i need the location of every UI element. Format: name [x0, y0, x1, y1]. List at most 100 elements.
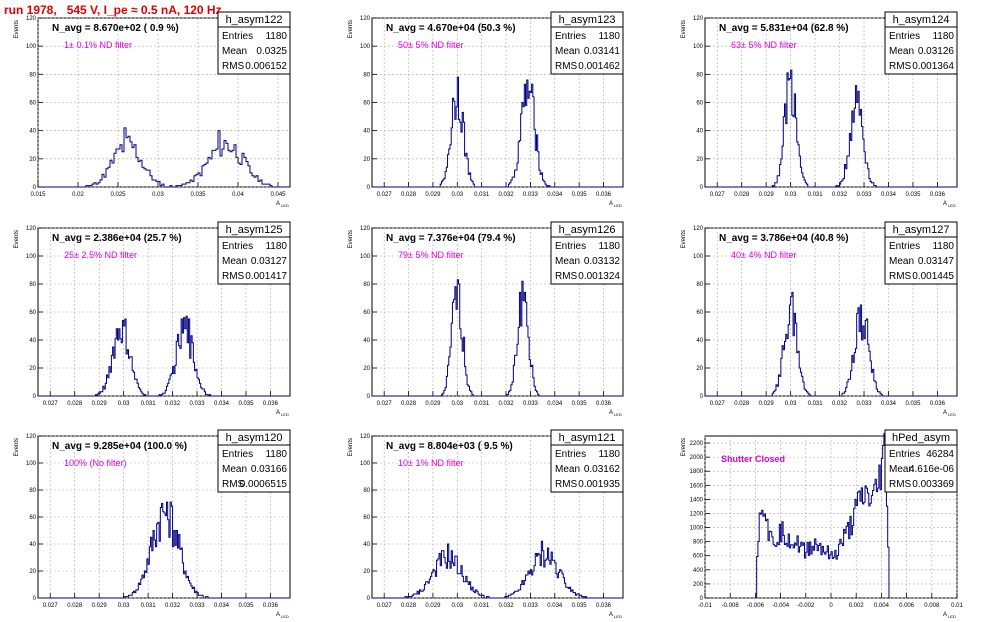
stats-label: RMS [889, 479, 912, 490]
filter-annotation: Shutter Closed [721, 454, 785, 464]
x-tick-label: 0.03 [785, 401, 797, 407]
stats-label: RMS [889, 61, 912, 72]
stats-value: 0.03141 [584, 46, 621, 57]
x-tick-label: 0.008 [924, 603, 940, 609]
x-tick-label: -0.004 [772, 603, 790, 609]
x-tick-label: 0.034 [214, 603, 230, 609]
histogram-line-h_asym121 [372, 540, 623, 599]
x-tick-label: 0.028 [734, 192, 750, 198]
x-axis-sub-label: LED [281, 614, 289, 619]
x-tick-label: 0.028 [734, 401, 750, 407]
x-axis-label: A [276, 201, 280, 207]
x-tick-label: 0.036 [930, 192, 946, 198]
y-tick-label: 100 [360, 461, 371, 467]
y-tick-label: 40 [29, 129, 36, 135]
y-tick-label: 80 [29, 72, 36, 78]
y-axis-label: Events [14, 438, 20, 456]
y-tick-label: 1400 [690, 497, 704, 503]
x-tick-label: 0.027 [710, 192, 726, 198]
histogram-line-h_asym122 [38, 127, 290, 188]
stats-value: 0.001324 [578, 271, 620, 282]
y-tick-label: 20 [29, 569, 36, 575]
x-tick-label: 0.03 [118, 603, 130, 609]
histogram-panel-h_asym121: 0.027 0.028 0.029 0.03 0.031 0.032 0.033 0.034 0… [348, 429, 624, 619]
stats-box [550, 429, 624, 493]
x-tick-label: 0.031 [474, 192, 490, 198]
x-tick-label: 0.035 [572, 401, 588, 407]
y-tick-label: 120 [26, 16, 37, 22]
histogram-panel-h_asym122: 0.015 0.02 0.025 0.03 0.035 0.04 0.045 0 20 40 60 8… [14, 11, 291, 208]
x-tick-label: 0.02 [72, 192, 84, 198]
stats-value: 0.001445 [912, 271, 954, 282]
y-tick-label: 100 [693, 44, 704, 50]
x-tick-label: 0.034 [547, 192, 563, 198]
x-tick-label: 0.032 [832, 192, 848, 198]
stats-value: 0.03162 [584, 464, 621, 475]
histogram-panel-h_asym125: 0.027 0.028 0.029 0.03 0.031 0.032 0.033 0.034 0… [14, 221, 291, 417]
x-tick-label: 0.028 [401, 401, 417, 407]
y-tick-label: 60 [696, 310, 703, 316]
y-tick-label: 0 [367, 596, 371, 602]
histogram-line-h_asym120 [38, 501, 290, 599]
stats-value: 1180 [265, 31, 287, 42]
stats-value: 1180 [598, 449, 620, 460]
x-axis-label: A [276, 612, 280, 618]
x-tick-label: 0.031 [808, 192, 824, 198]
x-tick-label: 0.032 [499, 603, 515, 609]
stats-title: h_asym120 [226, 432, 283, 444]
stats-value: 0.001462 [578, 61, 620, 72]
y-tick-label: 40 [696, 129, 703, 135]
stats-box [884, 429, 958, 493]
x-axis-label: A [609, 410, 613, 416]
histogram-panel-hPed_asym: -0.01 -0.008 -0.006 -0.004 -0.002 0 0.002 0.004… [681, 429, 963, 619]
y-axis-label: Events [681, 20, 687, 38]
y-axis-label: Events [14, 20, 20, 38]
x-axis-label: A [943, 410, 947, 416]
n-avg-annotation: N_avg = 5.831e+04 (62.8 %) [719, 23, 849, 34]
x-tick-label: 0 [829, 603, 833, 609]
x-axis-sub-label: LED [948, 412, 956, 417]
y-axis-label: Events [14, 230, 20, 248]
y-tick-label: 400 [693, 568, 704, 574]
stats-box [884, 11, 958, 75]
n-avg-annotation: N_avg = 8.804e+03 ( 9.5 %) [386, 441, 513, 452]
y-tick-label: 20 [363, 157, 370, 163]
y-tick-label: 20 [29, 366, 36, 372]
x-tick-label: 0.031 [141, 401, 157, 407]
filter-annotation: 50± 5% ND filter [398, 40, 463, 50]
filter-annotation: 10± 1% ND filter [398, 458, 463, 468]
stats-label: Mean [222, 256, 247, 267]
x-tick-label: 0.033 [523, 192, 539, 198]
x-axis-label: A [609, 201, 613, 207]
stats-label: Entries [555, 31, 586, 42]
x-tick-label: 0.028 [67, 603, 83, 609]
stats-label: Entries [222, 31, 253, 42]
x-tick-label: 0.027 [377, 401, 393, 407]
y-tick-label: 1800 [690, 469, 704, 475]
x-tick-label: 0.034 [881, 401, 897, 407]
y-tick-label: 40 [29, 542, 36, 548]
stats-title: h_asym122 [226, 14, 283, 26]
x-tick-label: 0.032 [499, 401, 515, 407]
stats-label: Entries [889, 449, 920, 460]
stats-label: RMS [555, 271, 578, 282]
stats-value: 0.006152 [245, 61, 287, 72]
stats-label: Entries [889, 31, 920, 42]
y-tick-label: 120 [26, 434, 37, 440]
y-tick-label: 80 [29, 488, 36, 494]
stats-label: RMS [222, 479, 245, 490]
y-tick-label: 0 [33, 185, 37, 191]
x-tick-label: 0.036 [263, 401, 279, 407]
histogram-line-hPed_asym [755, 429, 890, 599]
stats-label: RMS [555, 61, 578, 72]
x-tick-label: 0.03 [152, 192, 164, 198]
x-tick-label: 0.029 [92, 603, 108, 609]
stats-value: 0.0325 [256, 46, 287, 57]
histogram-panel-h_asym124: 0.027 0.028 0.029 0.03 0.031 0.032 0.033 0.034 0… [681, 11, 958, 208]
y-tick-label: 120 [360, 226, 371, 232]
x-tick-label: 0.015 [30, 192, 46, 198]
y-tick-label: 120 [360, 16, 371, 22]
n-avg-annotation: N_avg = 9.285e+04 (100.0 %) [52, 441, 187, 452]
x-tick-label: 0.036 [596, 603, 612, 609]
